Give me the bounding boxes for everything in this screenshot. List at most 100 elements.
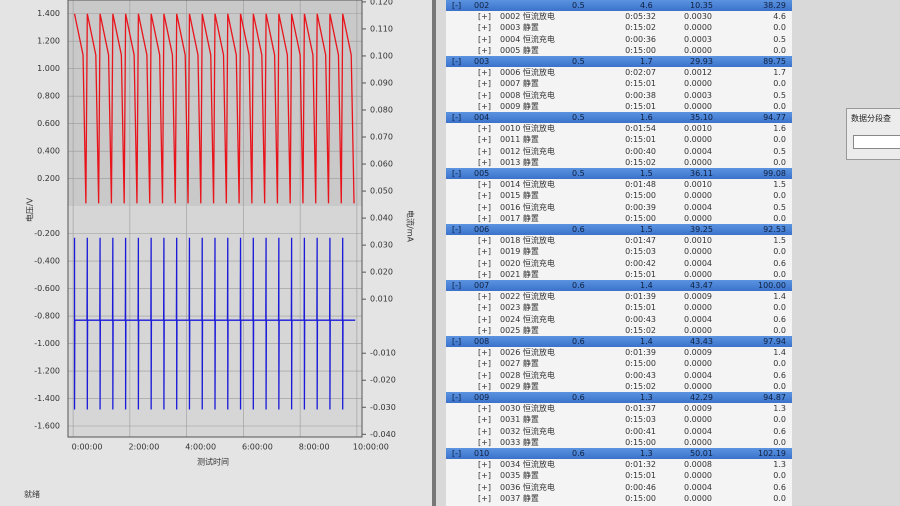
- cell: 0.5: [572, 57, 585, 66]
- cell: 0:01:39: [625, 348, 656, 358]
- cell: [+]: [478, 157, 491, 167]
- cell: 0.0: [773, 135, 786, 145]
- cell: 0:00:40: [625, 146, 656, 156]
- cell: 0.0000: [684, 471, 712, 481]
- cell: [-]: [452, 1, 462, 10]
- cell: 0036 恒流充电: [500, 482, 555, 492]
- group-row[interactable]: [-] 006 0.6 1.5 39.25 92.53: [446, 224, 792, 235]
- y-tick-label: -0.800: [34, 312, 60, 321]
- cell: 0:15:01: [625, 471, 656, 481]
- table-row: [+] 0007 静置 0:15:01 0.0000 0.0: [446, 78, 792, 89]
- cell: 0031 静置: [500, 415, 539, 425]
- group-row[interactable]: [-] 010 0.6 1.3 50.01 102.19: [446, 448, 792, 459]
- y2-tick-label: 0.060: [370, 160, 393, 169]
- cell: [+]: [478, 146, 491, 156]
- cell: 1.3: [773, 460, 786, 470]
- cell: 0.6: [773, 426, 786, 436]
- cell: 1.5: [773, 180, 786, 190]
- cell: 1.4: [773, 292, 786, 302]
- table-row: [+] 0004 恒流充电 0:00:36 0.0003 0.5: [446, 34, 792, 45]
- x-tick-label: 2:00:00: [128, 443, 159, 452]
- y2-tick-label: 0.100: [370, 51, 393, 60]
- slider[interactable]: [853, 135, 900, 149]
- cell: 0.0: [773, 381, 786, 391]
- table-row: [+] 0036 恒流充电 0:00:46 0.0004 0.6: [446, 482, 792, 493]
- table-row: [+] 0009 静置 0:15:01 0.0000 0.0: [446, 101, 792, 112]
- cell: [+]: [478, 202, 491, 212]
- table-row: [+] 0018 恒流放电 0:01:47 0.0010 1.5: [446, 235, 792, 246]
- x-tick-label: 10:00:00: [353, 443, 389, 452]
- cell: 1.4: [640, 337, 653, 346]
- cell: [+]: [478, 213, 491, 223]
- y-tick-label: -1.200: [34, 367, 60, 376]
- cell: 0.6: [773, 370, 786, 380]
- cell: 0:15:00: [625, 191, 656, 201]
- cell: 002: [474, 1, 490, 10]
- cell: 0:15:00: [625, 359, 656, 369]
- cell: 0019 静置: [500, 247, 539, 257]
- cell: 0.0: [773, 79, 786, 89]
- y-tick-label: 1.400: [37, 9, 60, 18]
- cell: 100.00: [758, 281, 786, 290]
- cell: 0.0004: [684, 426, 712, 436]
- cell: 36.11: [690, 169, 713, 178]
- cell: 94.77: [763, 113, 786, 122]
- cell: [+]: [478, 303, 491, 313]
- cell: 0.0010: [684, 236, 712, 246]
- cell: 1.5: [640, 169, 653, 178]
- cell: 0:15:00: [625, 213, 656, 223]
- dialog[interactable]: 数据分段查: [846, 108, 900, 160]
- cell: 0033 静置: [500, 437, 539, 447]
- cell: 10.35: [690, 1, 713, 10]
- cell: 0.0004: [684, 370, 712, 380]
- cell: 0.0000: [684, 303, 712, 313]
- cell: 0:01:54: [625, 124, 656, 134]
- cell: [+]: [478, 79, 491, 89]
- cell: 0007 静置: [500, 79, 539, 89]
- cell: 003: [474, 57, 490, 66]
- cell: [+]: [478, 415, 491, 425]
- group-row[interactable]: [-] 002 0.5 4.6 10.35 38.29: [446, 0, 792, 11]
- plot-frame: [67, 0, 363, 438]
- group-row[interactable]: [-] 003 0.5 1.7 29.93 89.75: [446, 56, 792, 67]
- series-line: [73, 237, 356, 410]
- cell: [-]: [452, 393, 462, 402]
- cell: 0.5: [572, 1, 585, 10]
- cell: 0.5: [773, 34, 786, 44]
- table-row: [+] 0008 恒流充电 0:00:38 0.0003 0.5: [446, 90, 792, 101]
- cell: [+]: [478, 370, 491, 380]
- cell: 89.75: [763, 57, 786, 66]
- cell: 007: [474, 281, 490, 290]
- cell: 0.0010: [684, 124, 712, 134]
- cell: [+]: [478, 68, 491, 78]
- cell: 50.01: [690, 449, 713, 458]
- cell: 004: [474, 113, 490, 122]
- group-row[interactable]: [-] 004 0.5 1.6 35.10 94.77: [446, 112, 792, 123]
- x-tick-label: 8:00:00: [299, 443, 330, 452]
- cell: 010: [474, 449, 490, 458]
- cell: 38.29: [763, 1, 786, 10]
- y-tick-label: -1.400: [34, 394, 60, 403]
- cell: 0.0: [773, 23, 786, 33]
- cell: [+]: [478, 101, 491, 111]
- cell: 0013 静置: [500, 157, 539, 167]
- group-row[interactable]: [-] 008 0.6 1.4 43.43 97.94: [446, 336, 792, 347]
- table-row: [+] 0033 静置 0:15:00 0.0000 0.0: [446, 437, 792, 448]
- cell: 0018 恒流放电: [500, 236, 555, 246]
- table-row: [+] 0022 恒流放电 0:01:39 0.0009 1.4: [446, 291, 792, 302]
- cell: 0006 恒流放电: [500, 68, 555, 78]
- cell: 0.5: [773, 146, 786, 156]
- cell: 0032 恒流充电: [500, 426, 555, 436]
- group-row[interactable]: [-] 007 0.6 1.4 43.47 100.00: [446, 280, 792, 291]
- y-tick-label: 0.800: [37, 92, 60, 101]
- group-row[interactable]: [-] 005 0.5 1.5 36.11 99.08: [446, 168, 792, 179]
- cell: 4.6: [773, 12, 786, 22]
- cell: [-]: [452, 337, 462, 346]
- cell: 006: [474, 225, 490, 234]
- cell: 0.6: [773, 482, 786, 492]
- status-bar: 就绪: [24, 490, 40, 499]
- cell: 0029 静置: [500, 381, 539, 391]
- group-row[interactable]: [-] 009 0.6 1.3 42.29 94.87: [446, 392, 792, 403]
- cell: 0:01:47: [625, 236, 656, 246]
